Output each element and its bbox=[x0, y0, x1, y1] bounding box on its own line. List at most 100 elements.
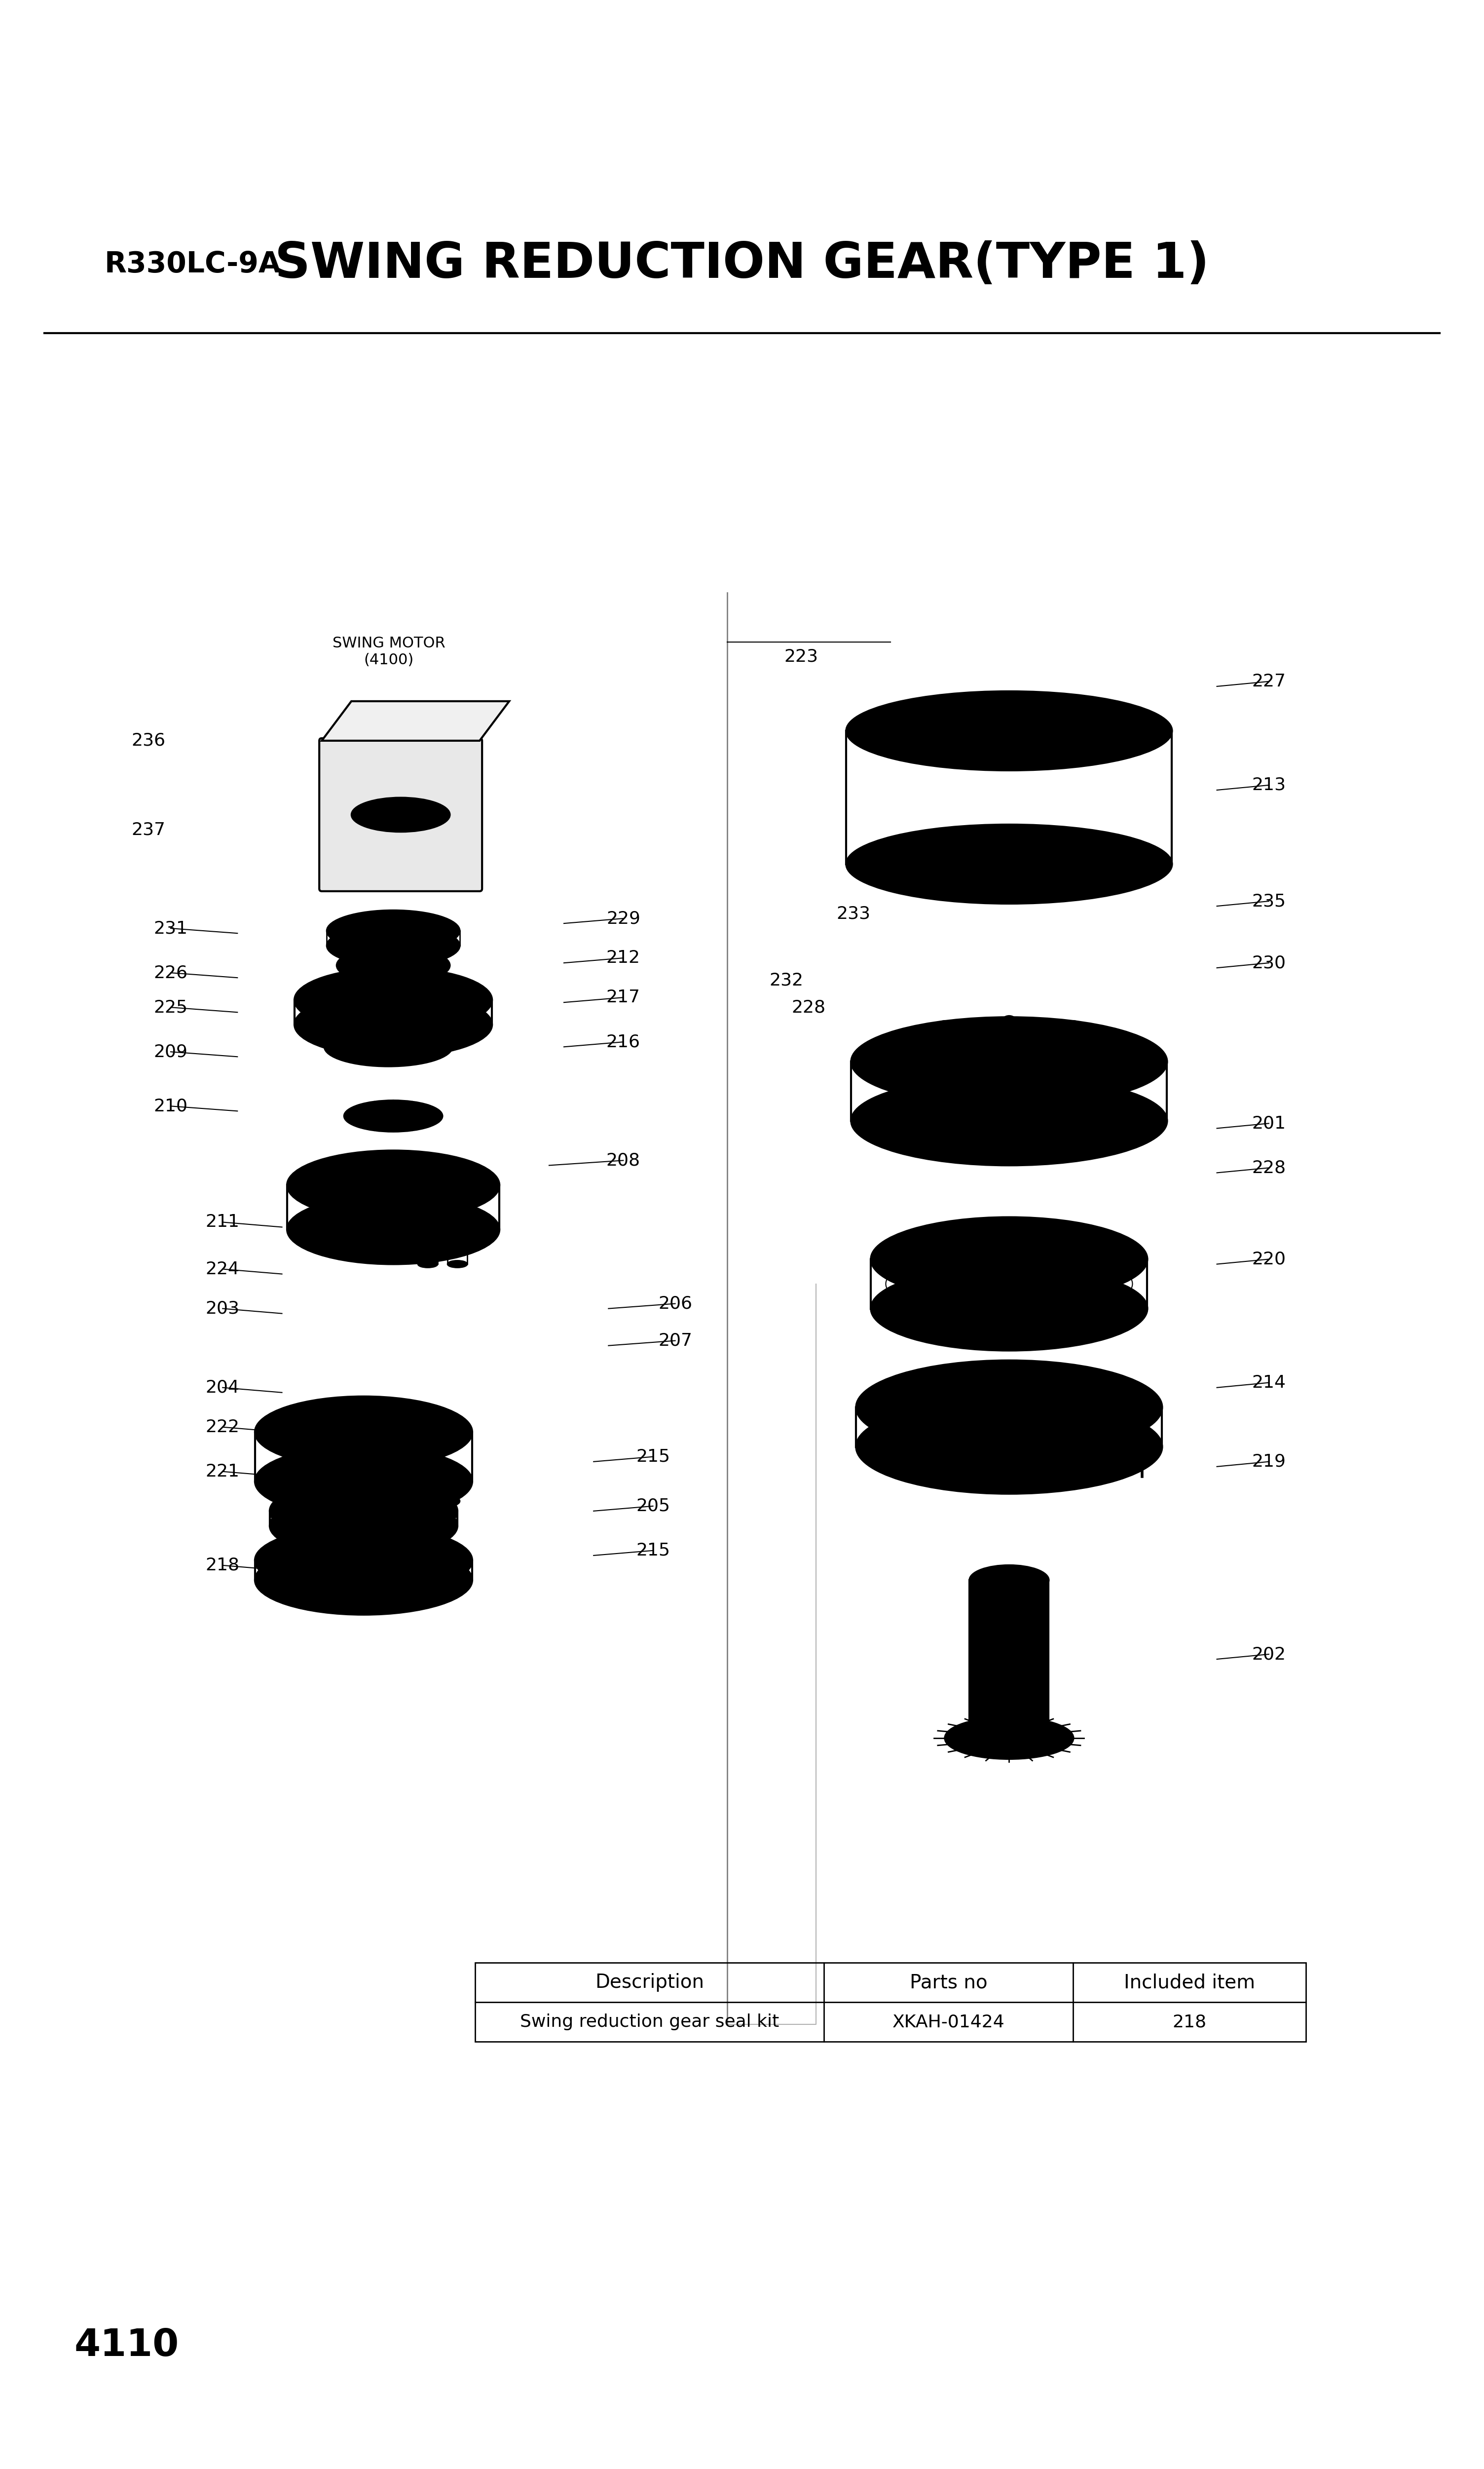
Ellipse shape bbox=[852, 1076, 1166, 1165]
Text: 213: 213 bbox=[1252, 778, 1285, 793]
Text: 220: 220 bbox=[1252, 1252, 1285, 1267]
Text: 209: 209 bbox=[154, 1044, 187, 1059]
Ellipse shape bbox=[270, 1496, 457, 1555]
Text: 4110: 4110 bbox=[74, 2328, 180, 2363]
Text: SWING REDUCTION GEAR(TYPE 1): SWING REDUCTION GEAR(TYPE 1) bbox=[275, 239, 1209, 289]
Text: 204: 204 bbox=[206, 1380, 239, 1395]
Bar bbox=[969, 1580, 1049, 1738]
Ellipse shape bbox=[364, 990, 423, 1010]
Text: Included item: Included item bbox=[1123, 1973, 1255, 1992]
Ellipse shape bbox=[950, 1042, 1068, 1081]
Ellipse shape bbox=[448, 1205, 467, 1210]
Ellipse shape bbox=[448, 1262, 467, 1267]
Ellipse shape bbox=[920, 1281, 1098, 1336]
Ellipse shape bbox=[359, 1175, 427, 1195]
Ellipse shape bbox=[295, 968, 491, 1032]
Text: 207: 207 bbox=[659, 1333, 692, 1348]
Ellipse shape bbox=[324, 1027, 453, 1067]
Ellipse shape bbox=[326, 1420, 401, 1444]
Text: 235: 235 bbox=[1252, 894, 1285, 909]
Ellipse shape bbox=[401, 1476, 445, 1491]
Text: 228: 228 bbox=[1252, 1160, 1285, 1175]
Text: R330LC-9A: R330LC-9A bbox=[104, 249, 282, 279]
Text: 203: 203 bbox=[206, 1301, 239, 1316]
Ellipse shape bbox=[871, 1267, 1147, 1351]
Text: 214: 214 bbox=[1252, 1375, 1285, 1390]
Text: 225: 225 bbox=[154, 1000, 187, 1015]
Ellipse shape bbox=[427, 1499, 448, 1504]
Ellipse shape bbox=[368, 923, 418, 938]
Text: 227: 227 bbox=[1252, 674, 1285, 689]
Text: 216: 216 bbox=[607, 1035, 640, 1049]
Text: 219: 219 bbox=[1252, 1454, 1285, 1469]
Ellipse shape bbox=[416, 1494, 460, 1509]
Ellipse shape bbox=[288, 1151, 499, 1220]
Text: Parts no: Parts no bbox=[910, 1973, 987, 1992]
Ellipse shape bbox=[255, 1546, 472, 1615]
Text: 205: 205 bbox=[637, 1499, 669, 1513]
Ellipse shape bbox=[300, 1491, 427, 1531]
Text: 202: 202 bbox=[1252, 1647, 1285, 1662]
Ellipse shape bbox=[374, 958, 413, 973]
Ellipse shape bbox=[1138, 1415, 1146, 1420]
Ellipse shape bbox=[413, 1481, 433, 1486]
Ellipse shape bbox=[846, 825, 1172, 904]
Text: SWING MOTOR
(4100): SWING MOTOR (4100) bbox=[332, 637, 445, 667]
Ellipse shape bbox=[404, 1425, 451, 1439]
Ellipse shape bbox=[288, 1195, 499, 1264]
Text: 234: 234 bbox=[896, 857, 929, 872]
Ellipse shape bbox=[871, 1217, 1147, 1301]
Ellipse shape bbox=[326, 911, 460, 951]
Ellipse shape bbox=[282, 1536, 445, 1585]
Ellipse shape bbox=[852, 1017, 1166, 1106]
Ellipse shape bbox=[337, 946, 450, 985]
Ellipse shape bbox=[846, 691, 1172, 770]
Ellipse shape bbox=[255, 1526, 472, 1595]
Text: XKAH-01424: XKAH-01424 bbox=[892, 2015, 1005, 2030]
Text: 226: 226 bbox=[154, 965, 187, 980]
Text: 231: 231 bbox=[154, 921, 187, 936]
Text: 224: 224 bbox=[206, 1262, 239, 1276]
Ellipse shape bbox=[326, 926, 460, 965]
Ellipse shape bbox=[307, 1442, 355, 1457]
Text: 201: 201 bbox=[1252, 1116, 1285, 1131]
Text: Description: Description bbox=[595, 1973, 703, 1992]
Text: 237: 237 bbox=[132, 822, 165, 837]
Bar bbox=[475, 1963, 1306, 2042]
Ellipse shape bbox=[270, 1481, 457, 1541]
Ellipse shape bbox=[352, 797, 450, 832]
Text: 229: 229 bbox=[607, 911, 640, 926]
Text: 232: 232 bbox=[770, 973, 803, 988]
Text: 215: 215 bbox=[637, 1543, 669, 1558]
Ellipse shape bbox=[890, 704, 1128, 758]
Text: 230: 230 bbox=[1252, 956, 1285, 970]
Text: 222: 222 bbox=[206, 1420, 239, 1434]
Ellipse shape bbox=[319, 983, 364, 997]
Ellipse shape bbox=[418, 1205, 438, 1210]
Ellipse shape bbox=[418, 1262, 438, 1267]
Text: 212: 212 bbox=[607, 951, 640, 965]
Text: 210: 210 bbox=[154, 1099, 187, 1114]
Ellipse shape bbox=[920, 1232, 1098, 1286]
Text: 228: 228 bbox=[792, 1000, 825, 1015]
Text: 206: 206 bbox=[659, 1296, 692, 1311]
Ellipse shape bbox=[344, 1101, 442, 1131]
Text: 233: 233 bbox=[837, 906, 870, 921]
Polygon shape bbox=[322, 701, 509, 741]
Ellipse shape bbox=[969, 1565, 1049, 1595]
Text: 236: 236 bbox=[132, 733, 165, 748]
Ellipse shape bbox=[255, 1447, 472, 1516]
Ellipse shape bbox=[371, 1012, 416, 1025]
Ellipse shape bbox=[356, 1037, 420, 1057]
Ellipse shape bbox=[856, 1400, 1162, 1494]
Ellipse shape bbox=[255, 1397, 472, 1467]
Text: 218: 218 bbox=[206, 1558, 239, 1573]
Text: Swing reduction gear seal kit: Swing reduction gear seal kit bbox=[519, 2015, 779, 2030]
Text: 221: 221 bbox=[206, 1464, 239, 1479]
FancyBboxPatch shape bbox=[319, 738, 482, 891]
Ellipse shape bbox=[295, 993, 491, 1057]
Ellipse shape bbox=[307, 1407, 355, 1422]
Ellipse shape bbox=[945, 1718, 1073, 1758]
Text: 211: 211 bbox=[206, 1215, 239, 1230]
Ellipse shape bbox=[856, 1360, 1162, 1454]
